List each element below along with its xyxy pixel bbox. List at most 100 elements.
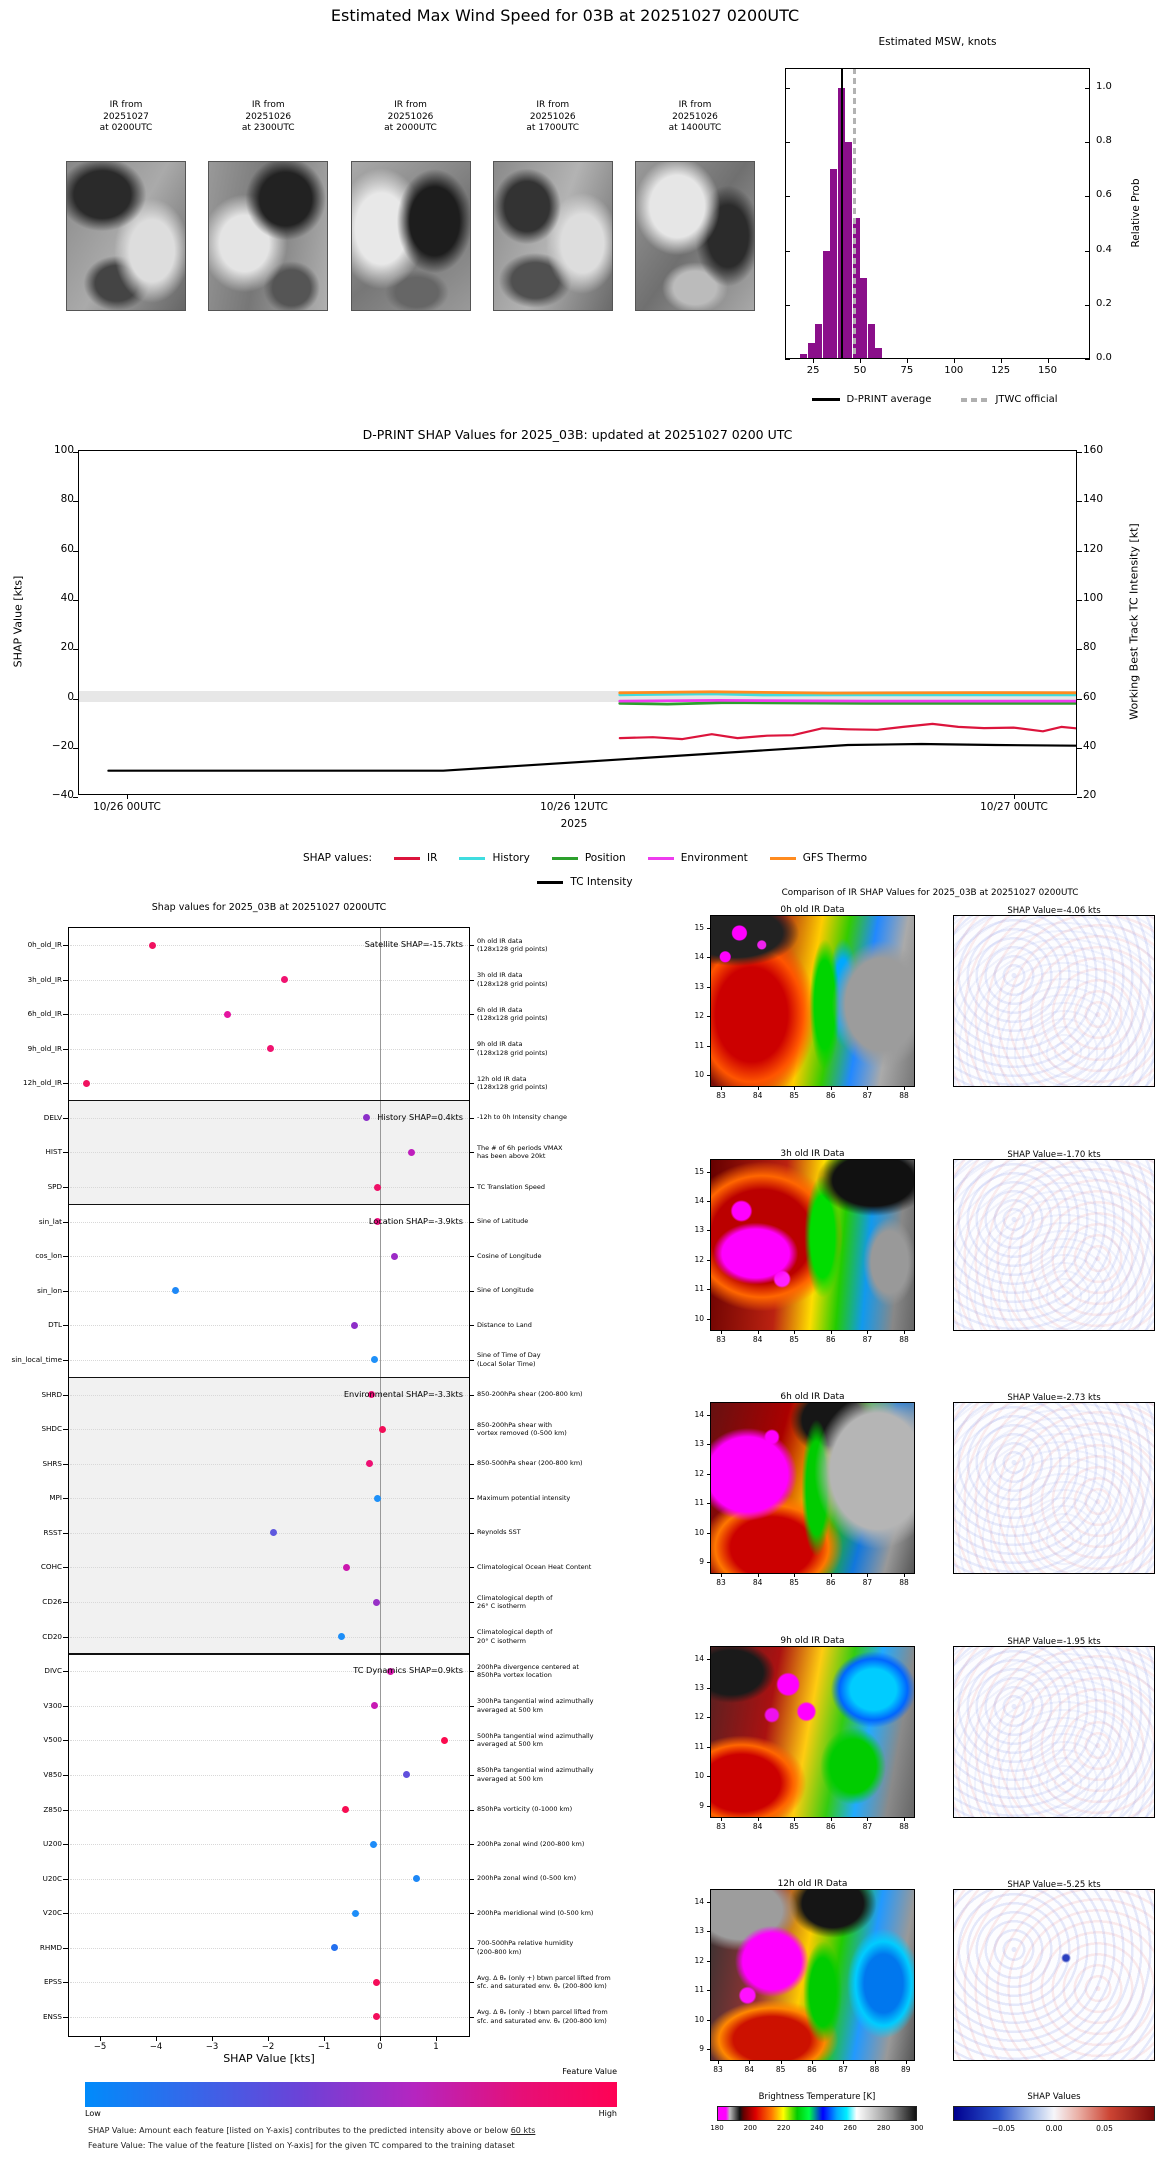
map-xtick-label: 87 bbox=[862, 1334, 873, 1344]
hist-ytick-mark bbox=[1085, 359, 1090, 360]
ts-xtick-label: 10/26 00UTC bbox=[93, 801, 161, 813]
hist-xtick-mark bbox=[953, 359, 955, 363]
ir-thumb-label: IR from 20251026 at 1400UTC bbox=[630, 100, 760, 135]
feature-label: sin_local_time bbox=[11, 1354, 62, 1364]
bt-colorbar-tick: 280 bbox=[876, 2124, 891, 2132]
map-xtick-mark bbox=[757, 1817, 759, 1821]
ts-ytick-right-mark bbox=[1077, 550, 1082, 552]
feature-desc: 6h old IR data (128x128 grid points) bbox=[477, 1006, 548, 1023]
map-ytick-label: 12 bbox=[694, 1955, 704, 1965]
shap-colorbar-tick: 0.05 bbox=[1096, 2124, 1113, 2133]
feature-desc-line: Avg. Δ θₑ (only -) btwn parcel lifted fr… bbox=[477, 2008, 608, 2017]
hist-ytick-label: 0.4 bbox=[1096, 243, 1112, 255]
shap-value-map bbox=[953, 1158, 1155, 1331]
histogram-bar bbox=[800, 353, 808, 359]
group-divider bbox=[68, 1099, 470, 1102]
feature-tick-right bbox=[470, 1705, 474, 1707]
map-xtick-label: 85 bbox=[775, 2065, 786, 2074]
feature-row-line bbox=[70, 1774, 468, 1776]
feature-desc: -12h to 0h Intensity change bbox=[477, 1113, 567, 1121]
map-xtick-label: 86 bbox=[826, 1578, 836, 1587]
comparison-title: Comparison of IR SHAP Values for 2025_03… bbox=[781, 888, 1079, 898]
feature-desc: 700-500hPa relative humidity (200-800 km) bbox=[477, 1939, 573, 1956]
ir-thumb-label-line: IR from bbox=[678, 100, 712, 110]
feature-label: U20C bbox=[42, 1873, 62, 1883]
feature-row-line bbox=[70, 1463, 468, 1465]
map-ytick-label: 13 bbox=[694, 1682, 704, 1692]
feature-desc: 850hPa tangential wind azimuthally averag… bbox=[477, 1766, 594, 1783]
feature-desc-line: Distance to Land bbox=[477, 1320, 532, 1329]
footnote-feature-value: Feature Value: The value of the feature … bbox=[88, 2141, 515, 2150]
ir-thumb-label: IR from 20251026 at 2300UTC bbox=[203, 100, 333, 135]
ts-ytick-right-label: 100 bbox=[1083, 591, 1104, 604]
histogram-bar bbox=[830, 169, 838, 359]
map-xtick-label: 84 bbox=[752, 1821, 763, 1831]
beeswarm-xtick-label: 0 bbox=[377, 2042, 383, 2052]
ir-data-map bbox=[710, 1402, 915, 1574]
footnote-shap-underlined: 60 kts bbox=[510, 2126, 536, 2135]
ts-ytick-left-label: −20 bbox=[51, 739, 74, 752]
feature-desc-line: 9h old IR data bbox=[477, 1040, 523, 1049]
feature-tick-right bbox=[470, 1463, 474, 1465]
map-ytick-label: 10 bbox=[694, 1313, 704, 1323]
feature-row-line bbox=[70, 1152, 468, 1154]
feature-row-line bbox=[70, 1083, 468, 1085]
ts-ytick-left-mark bbox=[73, 649, 78, 651]
ts-legend-item: History bbox=[459, 852, 530, 864]
map-xtick-mark bbox=[721, 1330, 722, 1334]
map-xtick-mark bbox=[830, 1817, 832, 1821]
histogram-bar bbox=[867, 323, 875, 359]
map-ytick-mark bbox=[707, 1075, 710, 1076]
shap-dot bbox=[441, 1736, 449, 1744]
group-shap-annotation: Location SHAP=-3.9kts bbox=[368, 1215, 463, 1226]
feature-tick-left bbox=[63, 1463, 68, 1465]
hist-xtick-label: 50 bbox=[853, 365, 867, 376]
histogram-bar bbox=[837, 88, 845, 359]
feature-desc-line: Climatological Ocean Heat Content bbox=[477, 1562, 592, 1571]
hist-ytick-mark-left bbox=[785, 196, 790, 198]
map-ytick-mark bbox=[707, 928, 710, 929]
timeseries-xlabel-year: 2025 bbox=[560, 818, 588, 830]
map-ytick-label: 12 bbox=[694, 1468, 704, 1478]
feature-row-line bbox=[70, 1359, 468, 1361]
map-ytick-label: 12 bbox=[694, 1254, 704, 1264]
ts-legend-item: Environment bbox=[647, 852, 748, 864]
ts-legend-label: GFS Thermo bbox=[802, 852, 868, 864]
dprint-average-line bbox=[841, 68, 844, 359]
feature-row-line bbox=[70, 1636, 468, 1638]
hist-ytick-mark bbox=[1085, 250, 1090, 252]
ir-data-title: 12h old IR Data bbox=[777, 1879, 848, 1889]
feature-tick-right bbox=[470, 1844, 474, 1846]
ts-ytick-right-label: 140 bbox=[1083, 493, 1104, 506]
feature-desc-line: 300hPa tangential wind azimuthally bbox=[477, 1697, 594, 1706]
hist-ytick-mark-left bbox=[785, 304, 790, 306]
ts-ytick-left-label: −40 bbox=[51, 789, 74, 802]
feature-row-line bbox=[70, 1532, 468, 1534]
map-ytick-label: 11 bbox=[694, 1284, 704, 1294]
group-shap-annotation: Satellite SHAP=-15.7kts bbox=[364, 939, 463, 949]
ir-thumb-label-line: 20251026 bbox=[672, 111, 718, 122]
feature-tick-left bbox=[63, 1947, 68, 1949]
hist-xtick-label: 25 bbox=[806, 365, 820, 376]
feature-tick-right bbox=[470, 979, 474, 981]
map-xtick-mark bbox=[721, 1817, 722, 1821]
ts-ytick-left-label: 100 bbox=[53, 444, 74, 456]
feature-label: SPD bbox=[47, 1182, 62, 1192]
feature-desc-line: 200hPa meridional wind (0-500 km) bbox=[477, 1908, 594, 1917]
histogram-bar bbox=[860, 277, 868, 359]
ts-ytick-right-label: 20 bbox=[1083, 789, 1097, 802]
feature-tick-left bbox=[63, 1913, 68, 1915]
map-xtick-label: 83 bbox=[713, 2065, 723, 2074]
map-ytick-mark bbox=[707, 1532, 710, 1534]
bt-colorbar bbox=[717, 2106, 917, 2121]
map-xtick-label: 88 bbox=[899, 1091, 909, 1100]
ir-data-map bbox=[710, 1158, 915, 1331]
hist-xtick-mark bbox=[813, 359, 815, 363]
ts-ytick-left-mark bbox=[73, 797, 78, 799]
map-xtick-mark bbox=[757, 1330, 759, 1334]
ts-ytick-right-label: 120 bbox=[1083, 542, 1104, 555]
feature-desc: 12h old IR data (128x128 grid points) bbox=[477, 1075, 548, 1092]
ts-xtick-mark bbox=[574, 795, 575, 799]
feature-desc-line: Avg. Δ θₑ (only +) btwn parcel lifted fr… bbox=[477, 1973, 611, 1982]
feature-desc-line: 200hPa divergence centered at bbox=[477, 1662, 579, 1671]
